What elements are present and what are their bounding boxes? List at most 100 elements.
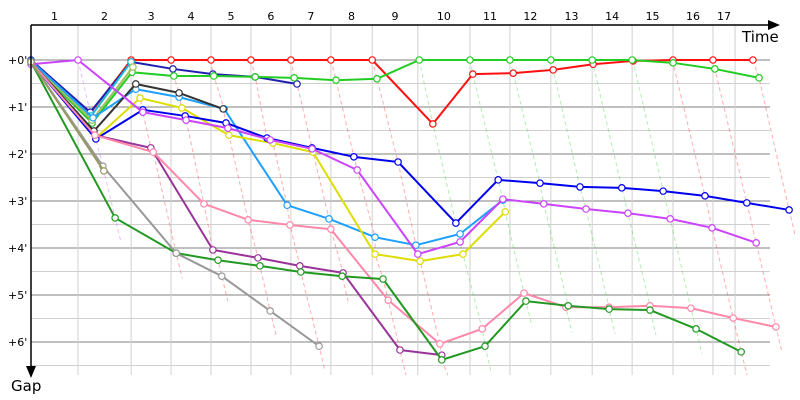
data-point <box>178 104 186 112</box>
data-point <box>785 206 793 214</box>
series-line <box>30 61 742 361</box>
data-point <box>708 223 716 232</box>
data-point <box>588 56 596 64</box>
data-point <box>547 56 555 64</box>
lap-label: 8 <box>348 10 355 23</box>
lap-marker-line <box>469 59 533 327</box>
data-point <box>384 296 393 304</box>
lap-label: 16 <box>686 10 700 23</box>
data-point <box>549 66 557 74</box>
lap-label: 7 <box>307 10 314 23</box>
data-point <box>169 65 177 73</box>
data-point <box>456 230 464 238</box>
data-point <box>456 238 464 246</box>
data-point <box>167 56 175 64</box>
data-point <box>225 131 233 140</box>
data-point <box>729 314 737 322</box>
gap-axis-arrow-icon <box>26 366 36 378</box>
series-line <box>30 61 777 345</box>
data-point <box>296 262 304 270</box>
y-tick-label: +0' <box>8 54 27 67</box>
data-point <box>214 256 222 265</box>
data-point <box>437 356 446 364</box>
data-point <box>429 120 437 128</box>
series-line <box>30 59 753 125</box>
data-point <box>755 74 763 82</box>
y-tick-label: +4' <box>8 242 27 255</box>
data-point <box>752 239 761 247</box>
data-point <box>659 187 667 195</box>
x-axis-label: Time <box>741 28 779 46</box>
data-point <box>436 340 444 348</box>
lap-label: 1 <box>51 10 58 23</box>
data-point <box>481 342 489 351</box>
data-point <box>251 73 259 81</box>
data-point <box>624 209 632 218</box>
axes: Time Gap <box>11 20 780 395</box>
data-point <box>459 250 467 258</box>
data-point <box>129 63 137 71</box>
data-point <box>296 268 305 276</box>
data-point <box>210 72 218 80</box>
data-point <box>468 70 477 78</box>
lap-label: 12 <box>523 10 537 23</box>
lap-label: 15 <box>646 10 660 23</box>
data-point <box>74 56 82 64</box>
data-point <box>266 307 275 315</box>
data-point <box>89 114 97 122</box>
data-point <box>737 348 745 356</box>
data-point <box>182 116 190 124</box>
data-point <box>772 323 780 331</box>
data-point <box>379 275 387 283</box>
data-point <box>286 221 294 229</box>
y-tick-label: +6' <box>8 336 27 349</box>
series-lines <box>27 56 793 364</box>
data-point <box>327 56 335 64</box>
data-point <box>353 166 361 174</box>
data-point <box>293 80 301 88</box>
data-point <box>338 272 346 281</box>
grid <box>31 25 770 375</box>
data-point <box>520 289 528 297</box>
data-point <box>247 56 255 64</box>
data-point <box>522 297 530 305</box>
data-point <box>628 56 636 64</box>
y-tick-label: +1' <box>8 101 27 114</box>
series-dark-purple <box>27 58 446 359</box>
lap-marker-line <box>752 59 796 236</box>
lap-label: 2 <box>101 10 108 23</box>
data-point <box>416 257 424 265</box>
data-point <box>325 215 333 223</box>
series-line <box>30 61 790 225</box>
data-point <box>692 325 700 333</box>
data-point <box>132 80 140 88</box>
tick-labels: +0'+1'+2'+3'+4'+5'+6'1 2 3 4 5 6 7 8 9 10 11 12 13 14… <box>8 10 731 349</box>
data-point <box>111 214 119 222</box>
data-point <box>617 184 626 192</box>
data-point <box>254 254 262 262</box>
data-point <box>452 219 460 227</box>
lap-marker-line <box>509 59 573 333</box>
data-point <box>743 199 751 207</box>
data-point <box>218 272 226 281</box>
lap-marker-line <box>550 59 616 335</box>
data-point <box>466 56 474 64</box>
data-point <box>175 89 183 97</box>
data-point <box>501 208 510 216</box>
data-point <box>701 192 709 200</box>
data-point <box>100 167 108 175</box>
lap-label: 5 <box>227 10 234 23</box>
data-point <box>368 56 377 64</box>
y-tick-label: +3' <box>8 195 27 208</box>
data-point <box>749 56 757 64</box>
data-point <box>371 250 379 258</box>
data-point <box>283 201 291 210</box>
data-point <box>414 250 422 258</box>
data-point <box>149 148 158 156</box>
data-point <box>350 153 358 161</box>
data-point <box>224 124 232 132</box>
lap-marker-line <box>591 59 657 336</box>
data-point <box>669 59 677 67</box>
data-point <box>287 56 295 64</box>
